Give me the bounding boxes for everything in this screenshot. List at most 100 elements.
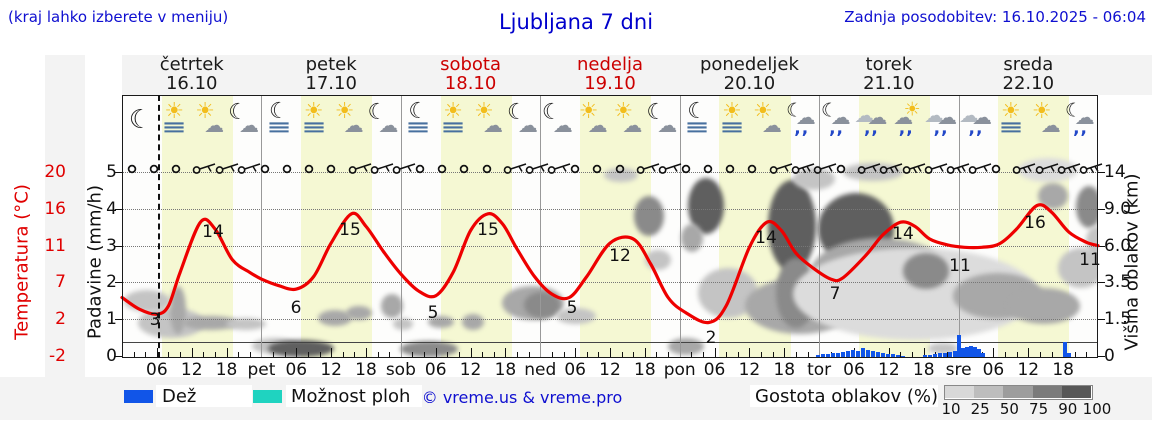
wind-barb-icon — [325, 160, 349, 176]
right-axis-tick — [1098, 282, 1105, 284]
weather-icon-sun-cloud: ☀ ☁ — [575, 96, 610, 142]
hour-label: 06 — [564, 360, 586, 380]
hour-tick — [633, 352, 635, 357]
hour-tick — [900, 352, 902, 357]
hour-label: 18 — [1052, 360, 1074, 380]
wind-barb-icon — [813, 160, 837, 176]
legend-rain-swatch — [124, 390, 153, 403]
hour-tick — [203, 352, 205, 357]
curve-value-label: 11 — [1079, 250, 1101, 270]
weather-icon-moon-fog: ☾ ≡ — [680, 96, 715, 142]
moon-glyph: ☾ — [506, 100, 527, 125]
day-date: 21.10 — [863, 73, 915, 94]
wind-barb-icon — [924, 160, 948, 176]
rain-glyph: ,, — [829, 118, 845, 139]
cloud2-glyph: ☁ — [924, 103, 945, 127]
cloud-blob — [604, 168, 638, 182]
hour-tick — [1028, 348, 1030, 357]
fog-glyph: ≡ — [684, 117, 710, 138]
moon-glyph: ☾ — [228, 100, 248, 125]
moon-glyph: ☾ — [408, 99, 429, 124]
hour-label: 06 — [146, 360, 168, 380]
wind-barb-icon — [370, 160, 394, 176]
moon-glyph: ☾ — [541, 100, 562, 125]
precip-tick-label: 2 — [106, 272, 117, 293]
fog-glyph: ≡ — [300, 117, 327, 138]
rain-bar — [923, 355, 927, 357]
weather-icon-cloud-rain: ☁ ☁,, — [959, 96, 994, 142]
hour-tick — [319, 352, 321, 357]
rain-bar — [961, 348, 965, 357]
rain-bar — [948, 351, 952, 357]
hour-tick — [528, 352, 530, 357]
hour-tick — [563, 352, 565, 357]
cloud-density-scale-bar — [944, 385, 1093, 400]
cloud-blob — [928, 343, 958, 354]
hour-tick — [888, 348, 890, 357]
curve-value-label: 12 — [609, 246, 631, 266]
left-gutter-strip — [45, 55, 85, 420]
hour-tick — [610, 348, 611, 357]
hour-tick — [714, 348, 716, 357]
curve-value-label: 3 — [149, 310, 161, 330]
hour-tick — [621, 352, 623, 357]
weather-icon-sun-fog: ☀ ≡ — [436, 96, 471, 142]
hour-tick — [342, 352, 344, 357]
cloud-glyph: ☁ — [482, 113, 503, 137]
day-name: četrtek — [159, 54, 224, 75]
precip-tick-label: 4 — [106, 198, 117, 219]
hour-tick — [923, 348, 925, 357]
hour-tick — [586, 352, 588, 357]
wind-barb-icon — [658, 160, 682, 176]
rain-bar — [933, 354, 937, 357]
copyright-link[interactable]: © vreme.us & vreme.pro — [421, 388, 623, 407]
rain-bar — [886, 354, 890, 357]
hour-tick — [168, 352, 170, 357]
wind-barb-icon — [481, 160, 505, 176]
hour-tick — [795, 352, 797, 357]
left-axis-tick — [115, 208, 122, 210]
cloud-scale-segment — [1003, 386, 1033, 398]
day-abbr-label: tor — [807, 360, 832, 380]
weather-icon-moon-cloud: ☾ ☁ — [645, 96, 680, 142]
right-axis-tick — [1098, 245, 1105, 247]
current-time-marker — [158, 95, 160, 358]
cloud-tick-label: 0 — [1104, 346, 1115, 366]
right-axis-tick — [1098, 356, 1105, 357]
location-hint: (kraj lahko izberete v meniju) — [8, 8, 229, 26]
hour-tick — [517, 352, 519, 357]
hour-tick — [249, 352, 251, 357]
cloud-glyph: ☁ — [204, 113, 225, 137]
temp-tick-label: 11 — [44, 235, 66, 256]
weather-icon-sun-cloud: ☀ ☁ — [331, 96, 366, 142]
wind-barb-icon — [902, 160, 926, 176]
weather-icon-cloud-rain: ☁ ☁,, — [854, 96, 889, 142]
fog-glyph: ≡ — [998, 117, 1024, 138]
last-updated: Zadnja posodobitev: 16.10.2025 - 06:04 — [844, 8, 1146, 26]
legend-rain-label: Dež — [162, 386, 197, 407]
hour-tick — [749, 348, 751, 357]
rain-glyph: ,, — [863, 118, 879, 139]
cloud-scale-segment — [974, 386, 1004, 398]
cloud-glyph: ☁ — [587, 113, 608, 137]
hour-tick — [668, 352, 670, 357]
cloud2-glyph: ☁ — [854, 103, 875, 127]
curve-value-label: 15 — [339, 220, 361, 240]
hour-tick — [180, 352, 182, 357]
day-date: 19.10 — [584, 73, 636, 94]
hour-tick — [737, 352, 739, 357]
cloud-glyph: ☁ — [238, 113, 259, 137]
wind-barb-icon — [680, 160, 704, 176]
day-name: ponedeljek — [699, 54, 799, 75]
rain-bar — [943, 352, 947, 357]
weather-icon-moon-cloud: ☾ ☁ — [540, 96, 575, 142]
curve-value-label: 2 — [705, 328, 717, 348]
weather-icon-moon-cloud-rain: ☾ ☁,, — [819, 96, 854, 142]
rain-bar — [821, 354, 825, 357]
weather-icon-sun-cloud: ☀ ☁ — [192, 96, 227, 142]
cloud-scale-segment — [1061, 386, 1092, 398]
wind-barb-icon — [126, 160, 150, 176]
wind-barb-icon — [525, 160, 549, 176]
cloud-height-axis-label: Višina oblakov (km) — [1121, 173, 1143, 351]
curve-value-label: 14 — [202, 222, 224, 242]
